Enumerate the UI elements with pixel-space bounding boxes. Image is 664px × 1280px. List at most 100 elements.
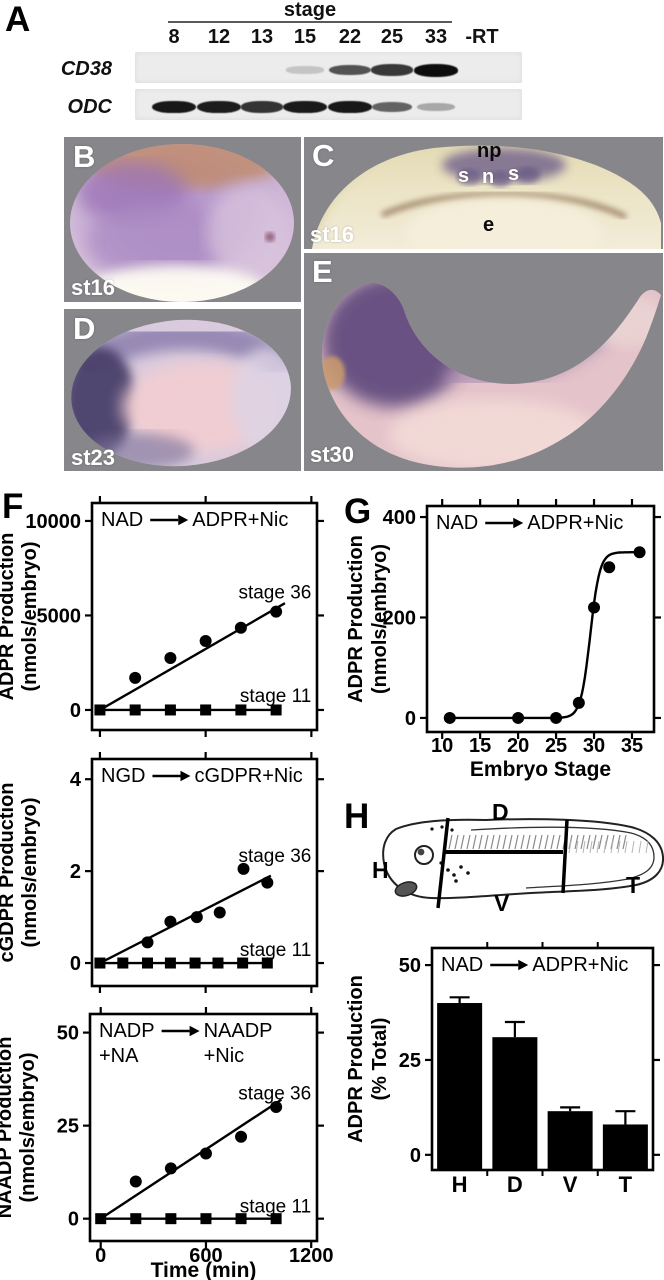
bar-category-label: V	[563, 1172, 578, 1197]
label-somite-right: s	[508, 163, 520, 185]
circle-marker	[129, 1175, 142, 1188]
x-tick-label: 35	[621, 735, 643, 757]
tadpole-somite-hatching	[448, 834, 649, 854]
gel-lane-label: -RT	[465, 26, 499, 48]
square-marker	[94, 704, 106, 716]
tadpole-label-head: H	[372, 857, 389, 883]
bar-category-label: H	[452, 1172, 468, 1197]
y-tick-label: 400	[383, 507, 416, 529]
circle-marker	[199, 1147, 212, 1160]
y-axis-label: (nmols/embryo)	[17, 1052, 39, 1202]
circle-marker	[550, 711, 563, 724]
tadpole-pupil	[417, 848, 425, 856]
series-annotation: stage 36	[238, 582, 311, 603]
gel-band	[240, 101, 284, 113]
sigmoid-curve	[449, 551, 642, 720]
label-endoderm: e	[483, 214, 495, 236]
reaction-arrow-head-icon	[518, 959, 529, 971]
chart-title-substrate: NAD	[101, 509, 143, 531]
circle-marker	[443, 711, 456, 724]
series-annotation: stage 11	[240, 1196, 311, 1217]
circle-marker	[270, 605, 283, 618]
square-marker	[165, 1213, 177, 1225]
square-marker	[164, 704, 176, 716]
square-marker	[164, 957, 176, 969]
embryo-d-image	[66, 319, 296, 469]
circle-marker	[190, 911, 203, 924]
chart-g: 0 200 400 10 15 20 25 30 35 NAD ADPR+Nic ADPR Produ…	[336, 495, 664, 795]
y-tick-label: 25	[57, 1116, 79, 1138]
y-tick-label: 0	[405, 708, 416, 730]
bar-category-label: D	[507, 1172, 523, 1197]
circle-marker	[234, 621, 247, 634]
series-annotation: stage 36	[238, 1084, 311, 1105]
panel-e-letter: E	[312, 254, 333, 289]
circle-marker	[129, 671, 142, 684]
square-marker	[117, 957, 129, 969]
square-marker	[130, 1213, 142, 1225]
square-marker	[95, 1213, 107, 1225]
chart-title-substrate: NAD	[436, 512, 478, 534]
chart-title-product: ADPR+Nic	[192, 509, 288, 531]
panel-c-letter: C	[312, 138, 335, 173]
bar-category-label: T	[619, 1172, 633, 1197]
circle-marker	[237, 862, 250, 875]
gel-band	[197, 100, 241, 114]
x-tick-label: 600	[189, 1245, 222, 1267]
chart-title-product-2: +Nic	[204, 1045, 245, 1067]
chart-title-substrate: NAD	[441, 954, 483, 976]
bar-D	[492, 1037, 538, 1170]
gel-band	[414, 63, 458, 77]
y-tick-label: 50	[399, 955, 421, 977]
gel-band	[328, 100, 372, 114]
fit-line	[100, 1098, 283, 1220]
circle-marker	[141, 936, 154, 949]
gel-lane-label: 33	[424, 26, 448, 48]
y-tick-label: 4	[70, 769, 82, 791]
fit-line	[99, 602, 286, 712]
bar-H	[437, 1003, 483, 1170]
square-marker	[261, 957, 273, 969]
circle-marker	[270, 1101, 283, 1114]
chart-title-product: cGDPR+Nic	[194, 765, 302, 787]
chart-title-substrate-2: +NA	[99, 1045, 139, 1067]
panel-b-photo	[64, 137, 301, 302]
chart-title-product: ADPR+Nic	[532, 954, 628, 976]
series-annotation: stage 11	[240, 686, 311, 707]
panel-e-stage-label: st30	[310, 442, 355, 467]
tadpole-cut-line-anterior	[436, 817, 450, 909]
embryo-b-image	[70, 144, 294, 302]
square-marker	[212, 957, 224, 969]
y-axis-label: ADPR Production	[345, 975, 367, 1143]
series-annotation: stage 11	[240, 940, 311, 961]
square-marker	[189, 957, 201, 969]
x-axis-label: Time (min)	[151, 1259, 257, 1280]
panel-f-letter: F	[2, 487, 24, 526]
gel-lane-label: 13	[250, 26, 274, 48]
y-tick-label: 0	[70, 700, 81, 722]
gel-row-label-cd38: CD38	[60, 58, 112, 80]
y-axis-label: NAADP Production	[0, 1037, 16, 1219]
y-axis-label: (% Total)	[369, 1018, 391, 1101]
circle-marker	[512, 711, 525, 724]
gel-band	[283, 100, 327, 114]
x-tick-label: 25	[545, 735, 567, 757]
square-marker	[270, 704, 282, 716]
tadpole-label-tail: T	[626, 872, 641, 898]
square-marker	[142, 957, 154, 969]
y-tick-label: 50	[57, 1023, 79, 1045]
circle-marker	[603, 561, 616, 574]
gel-band	[329, 64, 371, 76]
gel-lane-label: 8	[168, 26, 180, 48]
bar-T	[602, 1124, 648, 1170]
panel-c-stage-label: st16	[310, 222, 355, 247]
chart-f3: 0 25 50 0 600 1200 stage 36 stage 11 NADP NAADP +N…	[0, 1005, 336, 1280]
gel-lane-label: 25	[380, 26, 404, 48]
chart-title-substrate: NGD	[101, 765, 145, 787]
chart-hbar: 0 25 50 H D V T NAD ADPR+Nic ADPR Production (% To…	[336, 940, 664, 1205]
panel-d-letter: D	[73, 311, 96, 346]
x-tick-label: 15	[469, 735, 491, 757]
panel-b-stage-label: st16	[71, 275, 116, 300]
y-axis-label: (nmols/embryo)	[19, 541, 41, 691]
y-axis-label: ADPR Production	[345, 535, 367, 703]
